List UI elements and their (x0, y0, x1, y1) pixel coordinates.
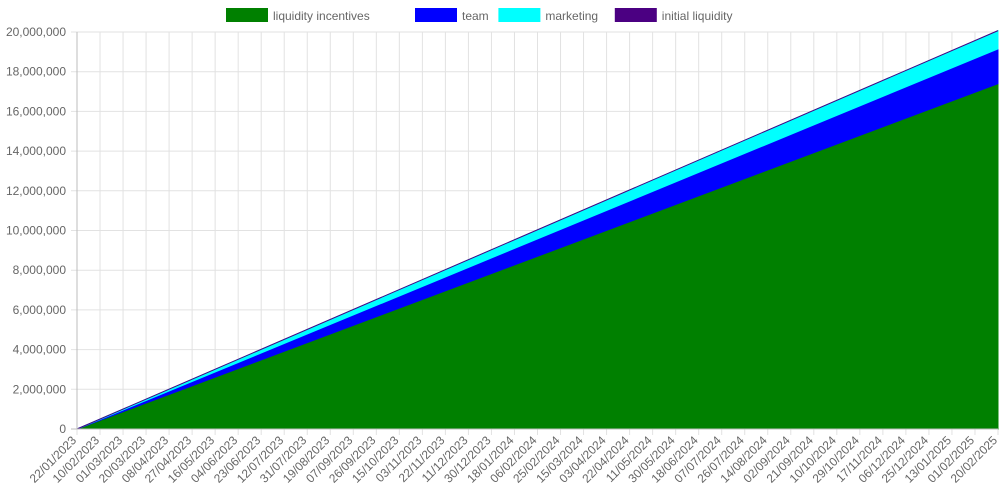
legend-swatch (614, 8, 657, 22)
legend-label: initial liquidity (662, 9, 733, 23)
y-tick-label: 0 (59, 422, 66, 436)
legend-item[interactable]: initial liquidity (614, 8, 733, 23)
y-tick-label: 14,000,000 (6, 144, 66, 158)
y-tick-label: 10,000,000 (6, 224, 66, 238)
legend-label: liquidity incentives (273, 9, 370, 23)
legend-swatch (498, 8, 541, 22)
legend-item[interactable]: marketing (498, 8, 598, 23)
legend-label: team (462, 9, 489, 23)
y-tick-label: 18,000,000 (6, 65, 66, 79)
legend-item[interactable]: team (415, 8, 489, 23)
legend-swatch (415, 8, 457, 22)
y-tick-label: 8,000,000 (13, 263, 67, 277)
series-areas (76, 29, 999, 430)
y-tick-label: 20,000,000 (6, 25, 66, 39)
y-tick-label: 2,000,000 (13, 382, 67, 396)
y-tick-label: 12,000,000 (6, 184, 66, 198)
y-tick-label: 4,000,000 (13, 343, 67, 357)
legend-label: marketing (545, 9, 598, 23)
y-tick-label: 16,000,000 (6, 104, 66, 118)
legend: liquidity incentives team marketing initial… (226, 8, 733, 23)
legend-item[interactable]: liquidity incentives (226, 8, 370, 23)
area-initial-liquidity (76, 30, 999, 430)
y-tick-label: 6,000,000 (13, 303, 67, 317)
legend-swatch (226, 8, 268, 22)
